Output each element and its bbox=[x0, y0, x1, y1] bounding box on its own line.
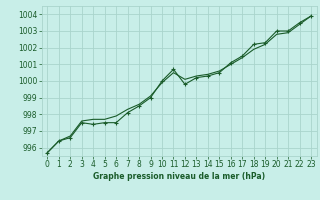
X-axis label: Graphe pression niveau de la mer (hPa): Graphe pression niveau de la mer (hPa) bbox=[93, 172, 265, 181]
